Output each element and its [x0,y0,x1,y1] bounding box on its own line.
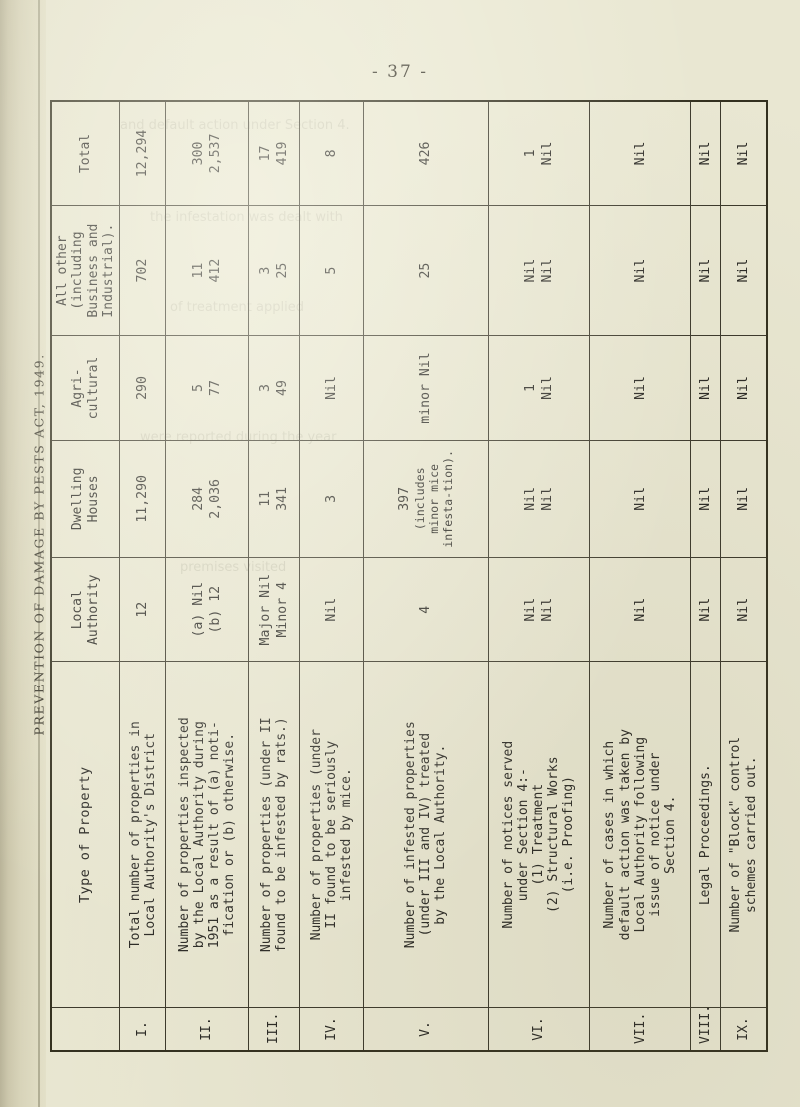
cell-agricultural: 5 77 [165,335,249,441]
table-row: V. Number of infested properties (under … [363,101,489,1051]
cell-total: 17 419 [248,101,300,206]
numeral-header [51,1007,120,1051]
cell-local-authority: Nil [690,557,721,662]
row-label: Number of notices served under Section 4… [488,661,590,1008]
row-numeral: VIII. [690,1005,721,1051]
cell-dwelling-houses: Nil [720,440,767,558]
row-numeral: I. [119,1007,166,1051]
cell-total: Nil [720,101,767,206]
cell-dwelling-houses: Nil [690,440,721,558]
cell-local-authority: Nil [720,557,767,662]
row-label: Number of properties (under II found to … [248,661,300,1008]
column-header-local-authority: Local Authority [51,557,120,662]
cell-local-authority: Major Nil Minor 4 [248,557,300,662]
row-label: Number of "Block" control schemes carrie… [720,661,767,1008]
table-row: VI. Number of notices served under Secti… [488,101,590,1051]
table-row: II. Number of properties inspected by th… [165,101,249,1051]
row-numeral: VII. [589,1007,691,1051]
cell-all-other: 25 [363,205,489,336]
cell-agricultural: Nil [690,335,721,441]
cell-dwelling-houses: Nil Nil [488,440,590,558]
book-gutter [0,0,46,1107]
cell-local-authority: Nil [299,557,364,662]
row-label: Total number of properties in Local Auth… [119,661,166,1008]
table-row: III. Number of properties (under II foun… [248,101,300,1051]
rotated-table-stage: Type of Property Local Authority Dwellin… [50,100,768,1052]
cell-all-other: 3 25 [248,205,300,336]
cell-all-other: 702 [119,205,166,336]
cell-all-other: Nil Nil [488,205,590,336]
running-head: PREVENTION OF DAMAGE BY PESTS ACT, 1949. [31,353,47,736]
cell-all-other: Nil [720,205,767,336]
row-label: Number of properties (under II found to … [299,661,364,1008]
row-numeral: IV. [299,1007,364,1051]
cell-total: 8 [299,101,364,206]
cell-total: Nil [690,101,721,206]
table-body: I. Total number of properties in Local A… [119,101,767,1051]
cell-agricultural: 290 [119,335,166,441]
cell-local-authority: Nil [589,557,691,662]
page-number: - 37 - [372,62,428,82]
row-numeral: III. [248,1007,300,1051]
cell-all-other: 5 [299,205,364,336]
cell-dwelling-houses: Nil [589,440,691,558]
cell-value: 397 [396,486,412,511]
cell-all-other: Nil [589,205,691,336]
cell-local-authority: (a) Nil (b) 12 [165,557,249,662]
row-numeral: II. [165,1007,249,1051]
table-row: IX. Number of "Block" control schemes ca… [720,101,767,1051]
cell-agricultural: Nil [299,335,364,441]
type-of-property-header: Type of Property [51,661,120,1008]
cell-agricultural: 3 49 [248,335,300,441]
row-label: Legal Proceedings. [690,661,721,1008]
row-numeral: V. [363,1007,489,1051]
cell-dwelling-houses: 11,290 [119,440,166,558]
cell-dwelling-houses: 11 341 [248,440,300,558]
cell-dwelling-houses: 284 2,036 [165,440,249,558]
cell-footnote: (includes minor mice infesta-tion). [413,449,455,548]
cell-local-authority: 12 [119,557,166,662]
row-label: Number of infested properties (under III… [363,661,489,1008]
cell-all-other: 11 412 [165,205,249,336]
column-header-agricultural: Agri- cultural [51,335,120,441]
table-row: I. Total number of properties in Local A… [119,101,166,1051]
cell-total: Nil [589,101,691,206]
cell-agricultural: minor Nil [363,335,489,441]
cell-agricultural: 1 Nil [488,335,590,441]
row-numeral: VI. [488,1007,590,1051]
column-header-total: Total [51,101,120,206]
cell-local-authority: Nil Nil [488,557,590,662]
cell-agricultural: Nil [720,335,767,441]
cell-total: 300 2,537 [165,101,249,206]
cell-agricultural: Nil [589,335,691,441]
column-header-all-other: All other (including Business and Indust… [51,205,120,336]
cell-local-authority: 4 [363,557,489,662]
column-header-dwelling-houses: Dwelling Houses [51,440,120,558]
table-row: IV. Number of properties (under II found… [299,101,364,1051]
table-header-row: Type of Property Local Authority Dwellin… [51,101,120,1051]
cell-total: 12,294 [119,101,166,206]
row-label: Number of properties inspected by the Lo… [165,661,249,1008]
cell-dwelling-houses: 3 [299,440,364,558]
cell-total: 426 [363,101,489,206]
cell-all-other: Nil [690,205,721,336]
cell-total: 1 Nil [488,101,590,206]
row-numeral: IX. [720,1007,767,1051]
table-row: VII. Number of cases in which default ac… [589,101,691,1051]
row-label: Number of cases in which default action … [589,661,691,1008]
table-row: VIII. Legal Proceedings. Nil Nil Nil Nil… [690,101,721,1051]
cell-dwelling-houses: 397 (includes minor mice infesta-tion). [363,440,489,558]
pests-act-returns-table: Type of Property Local Authority Dwellin… [50,100,768,1052]
